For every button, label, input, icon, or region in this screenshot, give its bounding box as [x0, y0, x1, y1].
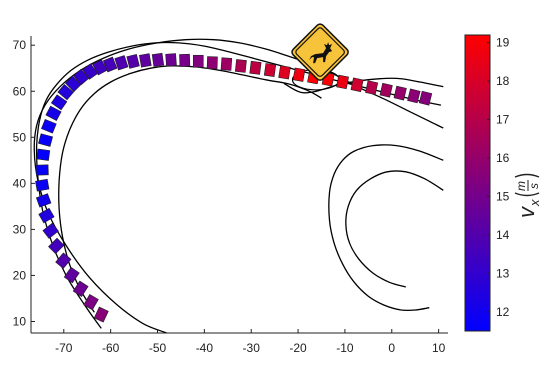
- x-tick-label: -10: [336, 341, 354, 355]
- y-tick-label: 30: [13, 222, 27, 236]
- vehicle-footprints: [35, 52, 433, 323]
- vehicle-footprint: [83, 294, 99, 311]
- x-tick-label: -50: [149, 341, 167, 355]
- colorbar-tick-label: 13: [496, 266, 510, 280]
- colorbar-label-v: v: [514, 205, 539, 218]
- road-edge-5: [328, 144, 444, 312]
- vehicle-footprint: [126, 53, 140, 69]
- x-tick-label: 10: [432, 341, 446, 355]
- vehicle-footprint: [35, 164, 49, 176]
- colorbar-label-x: x: [527, 199, 542, 207]
- vehicle-footprint: [350, 77, 364, 93]
- vehicle-footprint: [35, 178, 50, 192]
- x-tick-label: -70: [55, 341, 73, 355]
- vehicle-footprint: [418, 90, 433, 106]
- vehicle-footprint: [407, 88, 421, 104]
- vehicle-footprint: [55, 252, 72, 269]
- vehicle-footprint: [278, 65, 291, 80]
- colorbar-label-paren-open: [514, 192, 540, 197]
- colorbar-gradient: [464, 34, 491, 332]
- vehicle-footprint: [165, 53, 177, 67]
- vehicle-footprint: [64, 75, 82, 93]
- warning-sign-body: [291, 23, 349, 81]
- y-tick-label: 20: [13, 268, 27, 282]
- vehicle-footprint: [102, 56, 118, 73]
- y-tick-label: 50: [13, 130, 27, 144]
- colorbar: 12 13 14 15 16 17 18 19 vxm s: [464, 34, 542, 332]
- vehicle-footprint: [38, 133, 53, 147]
- colorbar-label-paren-close: [514, 173, 540, 178]
- colorbar-tick-label: 14: [496, 228, 510, 242]
- vehicle-footprint: [249, 60, 262, 75]
- colorbar-label: vxm s: [514, 173, 542, 218]
- vehicle-footprint: [192, 54, 204, 68]
- vehicle-footprint: [73, 68, 90, 86]
- vehicle-footprint: [72, 280, 89, 297]
- axes: -70 -60 -50 -40 -30 -20 -10 0 10 10 20 30 40 50 60 70: [13, 36, 448, 355]
- y-tick-label: 70: [13, 38, 27, 52]
- vehicle-footprint: [57, 84, 74, 101]
- vehicle-footprint: [365, 80, 379, 95]
- vehicle-footprint: [379, 82, 393, 98]
- vehicle-footprint: [36, 148, 51, 161]
- vehicle-footprint: [220, 57, 233, 71]
- vehicle-footprint: [292, 67, 306, 82]
- colorbar-tick-label: 18: [496, 74, 510, 88]
- x-tick-label: -20: [289, 341, 307, 355]
- vehicle-footprint: [393, 85, 407, 101]
- vehicle-footprint: [50, 94, 68, 111]
- vehicle-footprint: [179, 53, 191, 67]
- y-tick-label: 40: [13, 176, 27, 190]
- road-edges: [33, 38, 444, 333]
- vehicle-footprint: [206, 56, 218, 70]
- warning-sign: [291, 23, 349, 81]
- road-edge-2: [58, 65, 322, 313]
- vehicle-footprint: [40, 118, 57, 134]
- vehicle-footprint: [38, 207, 55, 224]
- vehicle-footprint: [93, 306, 109, 323]
- vehicle-footprint: [151, 52, 165, 67]
- y-tick-label: 60: [13, 84, 27, 98]
- vehicle-footprint: [138, 53, 152, 68]
- vehicle-footprint: [336, 74, 349, 90]
- x-tick-label: -40: [196, 341, 214, 355]
- colorbar-tick-label: 15: [496, 189, 510, 203]
- colorbar-tick-label: 12: [496, 305, 510, 319]
- vehicle-footprint: [45, 105, 62, 121]
- x-tick-label: -60: [102, 341, 120, 355]
- vehicle-footprint: [48, 237, 65, 255]
- vehicle-footprint: [234, 59, 247, 73]
- vehicle-footprint: [114, 55, 129, 71]
- x-tick-label: -30: [243, 341, 261, 355]
- deer-crossing-icon: [309, 42, 333, 64]
- warning-sign-border: [295, 27, 345, 77]
- vehicle-footprint: [42, 222, 59, 239]
- vehicle-footprint: [35, 193, 52, 208]
- y-tick-label: 10: [13, 314, 27, 328]
- colorbar-tick-label: 16: [496, 151, 510, 165]
- vehicle-footprint: [263, 63, 277, 78]
- road-edge-3: [33, 38, 444, 333]
- x-tick-label: 0: [388, 341, 395, 355]
- colorbar-tick-label: 17: [496, 113, 510, 127]
- road-edge-6: [345, 170, 444, 288]
- vehicle-footprint: [63, 266, 80, 284]
- vehicle-footprint: [82, 63, 99, 80]
- colorbar-label-m: m: [514, 181, 528, 191]
- vehicle-footprint: [92, 59, 108, 76]
- colorbar-label-s: s: [527, 183, 541, 189]
- colorbar-tick-label: 19: [496, 36, 510, 50]
